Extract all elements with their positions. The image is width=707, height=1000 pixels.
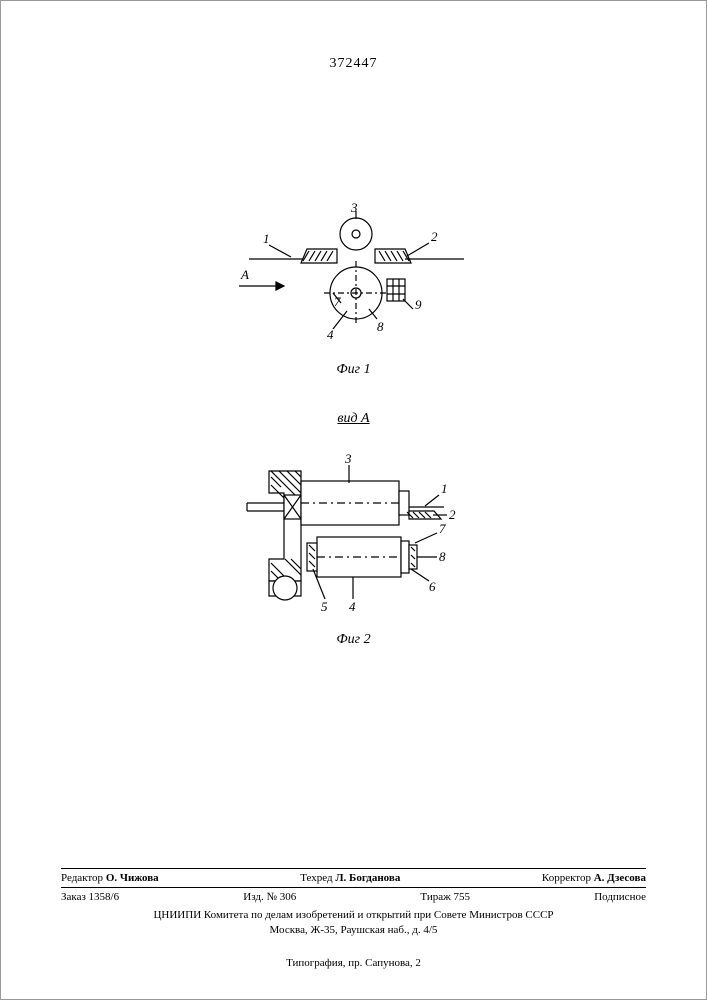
fig2-label-2: 2 xyxy=(449,507,456,522)
figure-2-svg: 3 1 2 7 8 6 5 4 xyxy=(229,441,479,621)
page: 372447 xyxy=(0,0,707,1000)
fig2-label-8: 8 xyxy=(439,549,446,564)
document-number: 372447 xyxy=(1,56,706,72)
figure-1-caption: Фиг 1 xyxy=(229,362,479,378)
fig2-label-1: 1 xyxy=(441,481,448,496)
footer: Редактор О. Чижова Техред Л. Богданова К… xyxy=(61,868,646,939)
corrector: Корректор А. Дзесова xyxy=(542,872,646,884)
fig1-label-2: 2 xyxy=(431,229,438,244)
order-no: Заказ 1358/6 xyxy=(61,891,119,903)
fig1-label-A: А xyxy=(240,267,249,282)
figure-2: 3 1 2 7 8 6 5 4 Фиг 2 xyxy=(229,441,479,661)
fig1-label-3: 3 xyxy=(350,201,358,215)
org-line-1: ЦНИИПИ Комитета по делам изобретений и о… xyxy=(153,909,553,921)
fig2-label-6: 6 xyxy=(429,579,436,594)
view-a-label: вид А xyxy=(304,411,404,427)
fig2-label-5: 5 xyxy=(321,599,328,614)
fig1-label-4: 4 xyxy=(327,327,334,342)
typography-line: Типография, пр. Сапунова, 2 xyxy=(1,957,706,969)
fig1-label-7: 7 xyxy=(334,294,341,309)
fig2-label-4: 4 xyxy=(349,599,356,614)
fig1-label-8: 8 xyxy=(377,319,384,334)
figure-1-svg: 1 3 2 А 7 4 8 9 xyxy=(229,201,479,351)
fig1-label-1: 1 xyxy=(263,231,270,246)
izd-no: Изд. № 306 xyxy=(243,891,296,903)
tirazh: Тираж 755 xyxy=(420,891,470,903)
fig2-label-3: 3 xyxy=(344,451,352,466)
figure-2-caption: Фиг 2 xyxy=(229,632,479,648)
figure-1: 1 3 2 А 7 4 8 9 Фиг 1 xyxy=(229,201,479,381)
podpis: Подписное xyxy=(594,891,646,903)
fig2-label-7: 7 xyxy=(439,521,446,536)
editor: Редактор О. Чижова xyxy=(61,872,159,884)
org-line-2: Москва, Ж-35, Раушская наб., д. 4/5 xyxy=(270,924,438,936)
fig1-label-9: 9 xyxy=(415,297,422,312)
techred: Техред Л. Богданова xyxy=(300,872,400,884)
